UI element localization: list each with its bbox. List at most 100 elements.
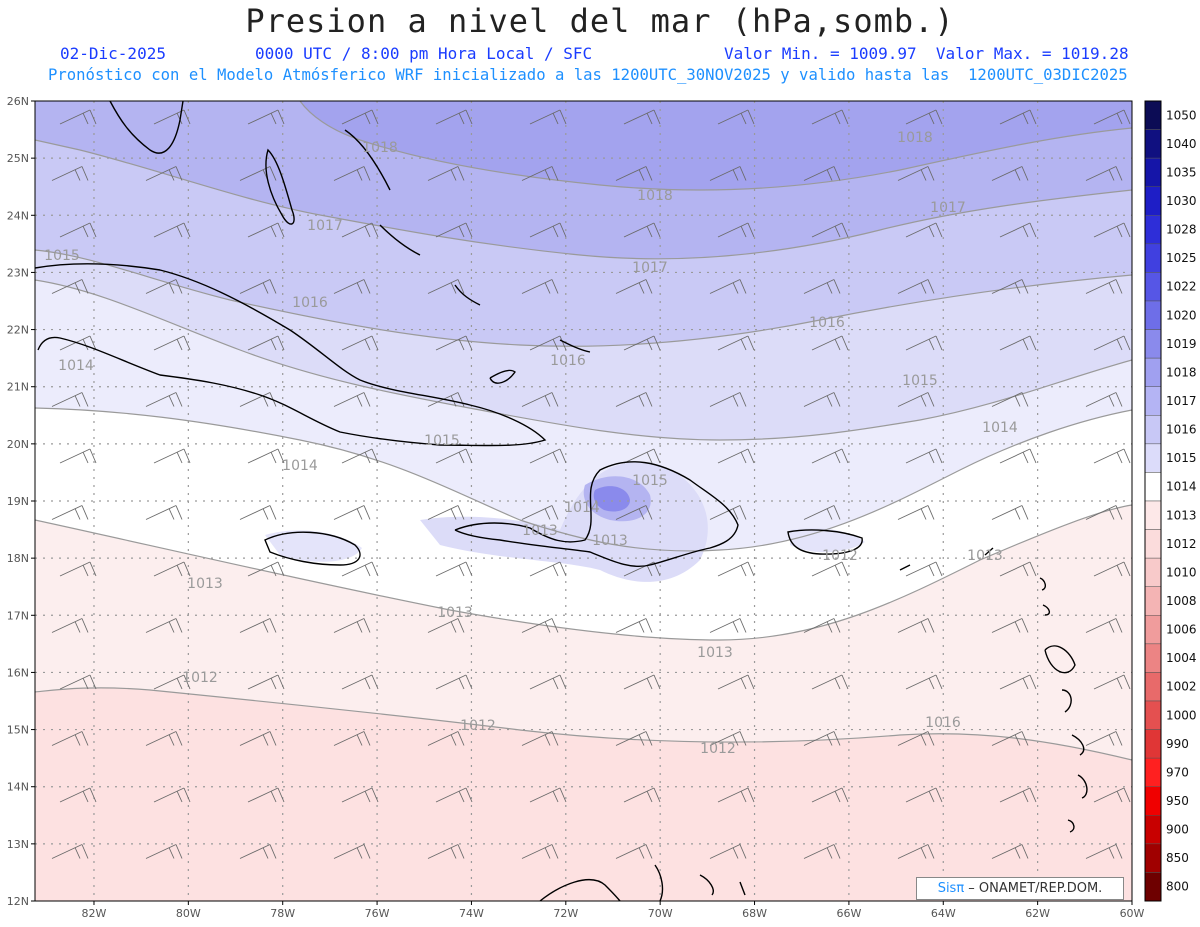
contour-label: 1013 [697, 645, 733, 661]
wind-barb [905, 448, 943, 464]
wind-barb [145, 166, 183, 181]
wind-barb [803, 618, 841, 633]
wind-barb [247, 448, 285, 464]
colorbar-swatch [1144, 872, 1162, 902]
wind-barb [905, 674, 943, 690]
wind-barb [521, 166, 559, 181]
wind-barb [341, 448, 379, 464]
wind-barb [333, 505, 371, 520]
colorbar-label: 1010 [1166, 565, 1197, 579]
colorbar-swatch [1144, 557, 1162, 587]
wind-barb [529, 335, 567, 351]
contour-label: 1014 [58, 358, 94, 374]
wind-barb [333, 731, 371, 746]
lat-label: 12N [7, 895, 29, 908]
colorbar-swatch [1144, 586, 1162, 616]
wind-barb [1093, 674, 1131, 690]
wind-barb [427, 618, 465, 633]
colorbar-label: 1000 [1166, 708, 1197, 722]
contour-label: 1012 [700, 741, 736, 757]
wind-barb [521, 505, 559, 520]
wind-barb [623, 109, 661, 125]
colorbar-swatch [1144, 157, 1162, 187]
wind-barb [333, 618, 371, 633]
coastlines [34, 100, 1088, 902]
wind-barb [991, 166, 1029, 181]
wind-barb [615, 166, 653, 181]
wind-barb [247, 109, 285, 125]
wind-barb [897, 279, 935, 294]
wind-barb [717, 222, 755, 238]
colorbar-label: 950 [1166, 794, 1189, 808]
wind-barb [709, 505, 747, 520]
colorbar-swatch [1144, 415, 1162, 445]
wind-barb [999, 222, 1037, 238]
colorbar-label: 1018 [1166, 365, 1197, 379]
wind-barb [1085, 392, 1123, 407]
wind-barb [239, 279, 277, 294]
colorbar-label: 800 [1166, 880, 1189, 894]
wind-barb [51, 392, 89, 407]
colorbar-label: 1012 [1166, 537, 1197, 551]
colorbar-label: 1040 [1166, 137, 1197, 151]
wind-barb [717, 335, 755, 351]
lon-label: 70W [648, 907, 673, 920]
wind-barb [51, 844, 89, 859]
wind-barb [717, 561, 755, 577]
lon-label: 68W [742, 907, 767, 920]
wind-barbs [51, 109, 1131, 859]
wind-barb [435, 561, 473, 577]
contour-label: 1016 [550, 353, 586, 369]
forecast-time: 0000 UTC / 8:00 pm Hora Local / SFC [255, 44, 593, 63]
wind-barb [435, 787, 473, 803]
colorbar-label: 1004 [1166, 651, 1197, 665]
wind-barb [529, 222, 567, 238]
lat-label: 26N [7, 95, 29, 108]
colorbar-label: 1013 [1166, 508, 1197, 522]
wind-barb [897, 166, 935, 181]
contour-label: 1015 [424, 433, 460, 449]
lat-label: 17N [7, 609, 29, 622]
lat-label: 14N [7, 781, 29, 794]
wind-barb [709, 166, 747, 181]
wind-barb [247, 222, 285, 238]
wind-barb [333, 279, 371, 294]
wind-barb [153, 448, 191, 464]
wind-barb [991, 505, 1029, 520]
wind-barb [145, 618, 183, 633]
wind-barb [435, 109, 473, 125]
contour-label: 1012 [182, 670, 218, 686]
puerto-rico-coast [787, 529, 863, 555]
wind-barb [247, 561, 285, 577]
wind-barb [1085, 618, 1123, 633]
wind-barb [145, 392, 183, 407]
wind-barb [803, 731, 841, 746]
wind-barb [239, 731, 277, 746]
bahamas-islands [344, 129, 591, 384]
wind-barb [529, 674, 567, 690]
contour-label: 1017 [307, 218, 343, 234]
wind-barb [615, 844, 653, 859]
lat-label: 18N [7, 552, 29, 565]
colorbar-swatch [1144, 443, 1162, 473]
colorbar-label: 1050 [1166, 108, 1197, 122]
wind-barb [709, 618, 747, 633]
wind-barb [615, 618, 653, 633]
colorbar-swatch [1144, 100, 1162, 130]
wind-barb [999, 448, 1037, 464]
contour-label: 1016 [925, 715, 961, 731]
wind-barb [153, 109, 191, 125]
colorbar-label: 1008 [1166, 594, 1197, 608]
longitude-labels: 82W 80W 78W 76W 74W 72W 70W 68W 66W 64W 62W 60W [82, 901, 1145, 920]
lon-label: 64W [931, 907, 956, 920]
contour-label: 1013 [592, 533, 628, 549]
colorbar-label: 970 [1166, 765, 1189, 779]
hispaniola-coast [454, 461, 739, 567]
colorbar-label: 1028 [1166, 223, 1197, 237]
wind-barb [717, 109, 755, 125]
wind-barb [145, 731, 183, 746]
contour-label: 1014 [564, 500, 600, 516]
contour-label: 1013 [967, 548, 1003, 564]
south-america-coast [539, 864, 746, 902]
colorbar-swatch [1144, 643, 1162, 673]
